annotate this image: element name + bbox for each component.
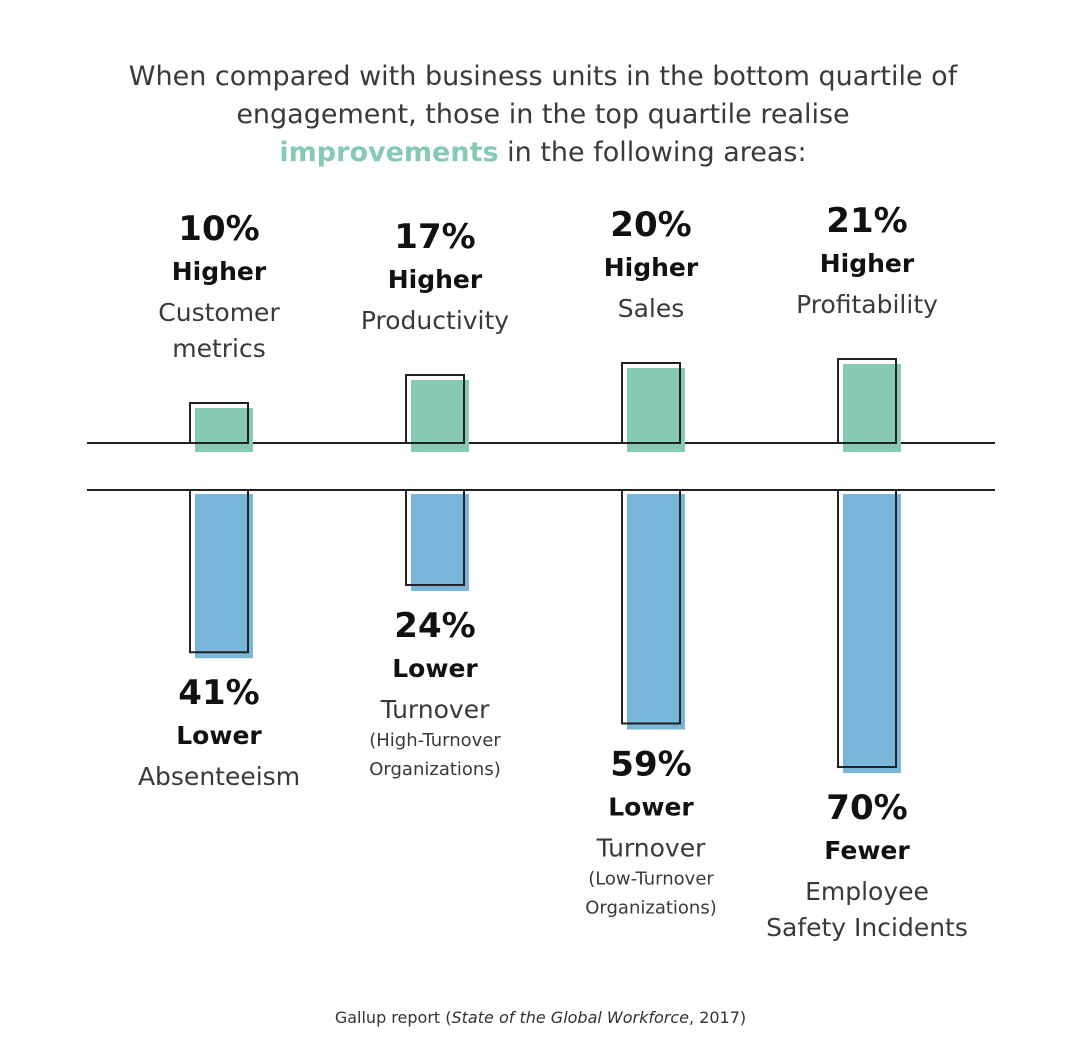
- lower-bar-2-percent: 59%: [610, 744, 691, 784]
- lower-bar-fill-0: [195, 494, 253, 659]
- lower-bar-1-sublabel-0: (High-Turnover: [369, 730, 501, 751]
- lower-bar-2-sublabel-1: Organizations): [585, 897, 716, 918]
- footer-report-title: State of the Global Workforce: [451, 1008, 690, 1027]
- upper-bar-2-percent: 20%: [610, 205, 691, 245]
- lower-bar-2-label-0: Turnover: [596, 833, 706, 862]
- footer-prefix: Gallup report (: [334, 1008, 452, 1027]
- lower-bar-outline-1: [405, 489, 465, 586]
- title-line-2: engagement, those in the top quartile re…: [236, 99, 850, 130]
- bar-chart: 10% Higher Customer metrics 17% Higher Product…: [87, 201, 995, 942]
- lower-bar-0-direction: Lower: [176, 721, 262, 750]
- lower-bar-1-label-0: Turnover: [380, 695, 490, 724]
- lower-bar-0-label-0: Absenteeism: [138, 762, 300, 791]
- lower-bar-3-label-0: Employee: [805, 877, 929, 906]
- chart-title: When compared with business units in the…: [60, 58, 1026, 172]
- title-line-3: improvements in the following areas:: [60, 134, 1026, 172]
- lower-bar-3-percent: 70%: [826, 788, 907, 828]
- bars-group: [189, 358, 901, 773]
- lower-bar-outline-2: [621, 489, 681, 725]
- upper-bar-outline-1: [405, 374, 465, 444]
- source-footer: Gallup report (State of the Global Workf…: [0, 1008, 1081, 1027]
- lower-bar-3-label-1: Safety Incidents: [766, 913, 968, 942]
- lower-bar-1-direction: Lower: [392, 654, 478, 683]
- lower-bar-2-sublabel-0: (Low-Turnover: [588, 868, 714, 889]
- upper-bar-outline-0: [189, 402, 249, 444]
- lower-bar-fill-1: [411, 494, 469, 591]
- upper-bar-outline-2: [621, 362, 681, 444]
- upper-bar-3-label-0: Profitability: [796, 290, 938, 319]
- upper-bar-1-percent: 17%: [394, 217, 475, 257]
- upper-bar-0-label-1: metrics: [172, 334, 266, 363]
- lower-bar-outline-0: [189, 489, 249, 654]
- upper-bar-fill-2: [627, 368, 685, 452]
- lower-bar-2-direction: Lower: [608, 792, 694, 821]
- lower-bar-3-direction: Fewer: [824, 836, 910, 865]
- upper-bar-1-label-0: Productivity: [361, 306, 509, 335]
- upper-bar-fill-0: [195, 408, 253, 452]
- upper-bar-3-direction: Higher: [820, 249, 915, 278]
- lower-bar-fill-2: [627, 494, 685, 730]
- lower-bar-outline-3: [837, 489, 897, 768]
- upper-bar-2-direction: Higher: [604, 253, 699, 282]
- upper-bar-outline-3: [837, 358, 897, 444]
- footer-suffix: , 2017): [689, 1008, 747, 1027]
- upper-bar-0-direction: Higher: [172, 257, 267, 286]
- lower-bar-0-percent: 41%: [178, 673, 259, 713]
- title-highlight: improvements: [279, 137, 499, 168]
- title-line-3-rest: in the following areas:: [498, 137, 807, 168]
- upper-bar-2-label-0: Sales: [618, 294, 685, 323]
- upper-bar-fill-1: [411, 380, 469, 452]
- lower-bar-1-percent: 24%: [394, 606, 475, 646]
- upper-bar-0-percent: 10%: [178, 209, 259, 249]
- upper-bar-0-label-0: Customer: [158, 298, 280, 327]
- lower-bar-fill-3: [843, 494, 901, 773]
- lower-bar-1-sublabel-1: Organizations): [369, 759, 500, 780]
- upper-bar-1-direction: Higher: [388, 265, 483, 294]
- labels-group: 10% Higher Customer metrics 17% Higher Product…: [138, 201, 968, 942]
- upper-bar-3-percent: 21%: [826, 201, 907, 241]
- upper-bar-fill-3: [843, 364, 901, 452]
- title-line-1: When compared with business units in the…: [128, 61, 958, 92]
